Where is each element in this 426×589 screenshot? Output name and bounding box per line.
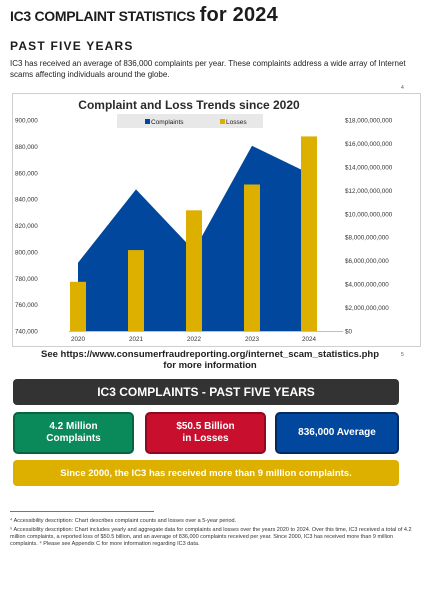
stat-complaints-value: 4.2 Million (49, 421, 98, 432)
right-tick-label: $14,000,000,000 (345, 164, 393, 171)
page-title-large: for 2024 (199, 4, 278, 26)
stat-losses-card: $50.5 Billion in Losses (145, 412, 266, 454)
left-tick-label: 880,000 (15, 144, 38, 151)
left-tick-label: 740,000 (15, 329, 38, 336)
loss-bar-2022 (186, 210, 202, 331)
x-tick-label: 2023 (245, 336, 260, 343)
legend-label-losses: Losses (226, 119, 247, 126)
left-tick-label: 760,000 (15, 302, 38, 309)
intro-paragraph: IC3 has received an average of 836,000 c… (10, 59, 406, 79)
stat-losses-value: $50.5 Billion (176, 421, 235, 432)
loss-bar-2024 (301, 136, 317, 331)
summary-banner: IC3 COMPLAINTS - PAST FIVE YEARS (13, 379, 399, 405)
loss-bar-2021 (128, 250, 144, 331)
page-title: IC3 COMPLAINT STATISTICS for 2024 (10, 4, 278, 27)
stat-average-value: 836,000 Average (298, 427, 376, 438)
footnote-5: ⁵ Accessibility description: Chart inclu… (10, 527, 412, 548)
source-note: See https://www.consumerfraudreporting.o… (20, 349, 400, 371)
right-tick-label: $16,000,000,000 (345, 141, 393, 148)
section-subhead: PAST FIVE YEARS (10, 39, 134, 53)
complaint-loss-chart: 740,000 760,000 780,000 800,000 820,000 840,0… (15, 98, 393, 343)
stat-average-card: 836,000 Average (275, 412, 399, 454)
chart-frame: 740,000 760,000 780,000 800,000 820,000 840,0… (12, 93, 421, 347)
left-tick-label: 840,000 (15, 197, 38, 204)
x-tick-label: 2024 (302, 336, 317, 343)
right-tick-label: $8,000,000,000 (345, 235, 389, 242)
right-tick-label: $4,000,000,000 (345, 282, 389, 289)
left-tick-label: 820,000 (15, 223, 38, 230)
left-tick-label: 780,000 (15, 276, 38, 283)
stat-complaints-label: Complaints (46, 433, 101, 444)
right-tick-label: $12,000,000,000 (345, 188, 393, 195)
footnote-4: ⁴ Accessibility description: Chart descr… (10, 518, 237, 524)
footnote-divider (10, 511, 154, 512)
legend-swatch-complaints (145, 119, 150, 124)
right-tick-label: $18,000,000,000 (345, 118, 393, 125)
right-tick-label: $6,000,000,000 (345, 258, 389, 265)
x-tick-label: 2020 (71, 336, 86, 343)
since-2000-banner: Since 2000, the IC3 has received more th… (13, 460, 399, 486)
left-tick-label: 860,000 (15, 170, 38, 177)
left-tick-label: 800,000 (15, 249, 38, 256)
stat-complaints-card: 4.2 Million Complaints (13, 412, 134, 454)
x-tick-label: 2021 (129, 336, 144, 343)
right-tick-label: $2,000,000,000 (345, 305, 389, 312)
source-url[interactable]: See https://www.consumerfraudreporting.o… (40, 349, 380, 360)
legend-label-complaints: Complaints (151, 119, 184, 126)
chart-title: Complaint and Loss Trends since 2020 (78, 98, 300, 112)
x-tick-label: 2022 (187, 336, 202, 343)
legend-swatch-losses (220, 119, 225, 124)
legend-background (117, 114, 263, 128)
left-tick-label: 900,000 (15, 118, 38, 125)
right-tick-label: $10,000,000,000 (345, 211, 393, 218)
stat-losses-label: in Losses (182, 433, 229, 444)
footnote-marker-4: 4 (401, 85, 404, 91)
footnote-marker-5: 5 (401, 352, 404, 358)
right-tick-label: $0 (345, 329, 353, 336)
loss-bar-2020 (70, 281, 86, 331)
page-title-small: IC3 COMPLAINT STATISTICS (10, 8, 196, 24)
source-more-info: for more information (163, 360, 257, 371)
loss-bar-2023 (244, 184, 260, 331)
